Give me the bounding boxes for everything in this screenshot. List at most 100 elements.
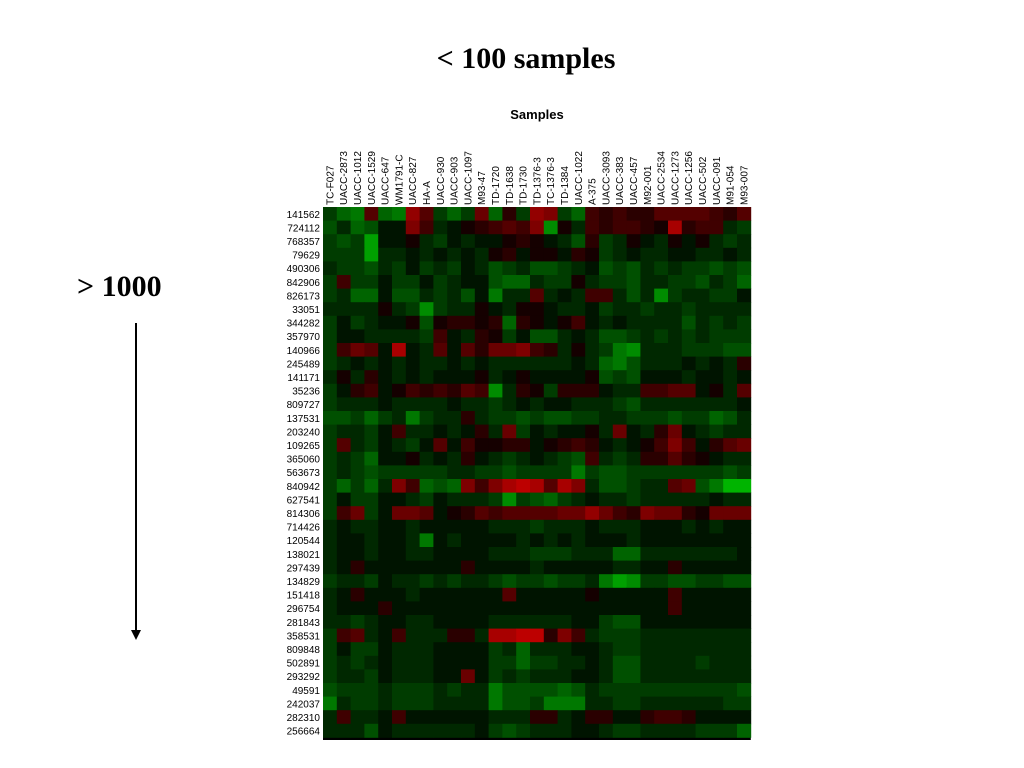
heatmap-cell bbox=[378, 261, 393, 276]
heatmap-cell bbox=[488, 560, 503, 575]
heatmap-cell bbox=[543, 465, 558, 480]
heatmap-cell bbox=[723, 479, 738, 493]
heatmap-cell bbox=[543, 424, 558, 439]
heatmap-cell bbox=[585, 424, 600, 439]
heatmap-cell bbox=[723, 220, 738, 235]
heatmap-cell bbox=[488, 642, 503, 657]
heatmap-cell bbox=[612, 669, 627, 684]
heatmap-cell bbox=[378, 411, 393, 425]
heatmap-cell bbox=[461, 547, 476, 561]
heatmap-cell bbox=[681, 424, 696, 439]
heatmap-cell bbox=[709, 465, 724, 480]
heatmap-cell bbox=[626, 669, 641, 684]
heatmap-cell bbox=[737, 574, 752, 589]
heatmap-cell bbox=[612, 533, 627, 548]
heatmap-cell bbox=[447, 628, 462, 643]
heatmap-cell bbox=[378, 451, 393, 466]
heatmap-cell bbox=[488, 220, 503, 235]
heatmap-cell bbox=[557, 207, 572, 221]
heatmap-cell bbox=[709, 628, 724, 643]
heatmap-cell bbox=[640, 329, 655, 344]
heatmap-cell bbox=[488, 261, 503, 276]
heatmap-cell bbox=[737, 696, 752, 711]
heatmap-cell bbox=[681, 465, 696, 480]
row-label: 490306 bbox=[287, 264, 321, 275]
heatmap-cell bbox=[723, 329, 738, 344]
heatmap-cell bbox=[378, 356, 393, 371]
heatmap-cell bbox=[433, 492, 448, 507]
heatmap-cell bbox=[433, 642, 448, 657]
heatmap-cell bbox=[378, 438, 393, 453]
heatmap-cell bbox=[626, 424, 641, 439]
heatmap-cell bbox=[571, 383, 586, 398]
heatmap-cell bbox=[626, 343, 641, 357]
heatmap-cell bbox=[378, 574, 393, 589]
heatmap-cell bbox=[571, 533, 586, 548]
heatmap-cell bbox=[585, 397, 600, 412]
heatmap-cell bbox=[737, 302, 752, 317]
row-label: 297439 bbox=[287, 563, 321, 574]
heatmap-cell bbox=[695, 247, 710, 262]
heatmap-cell bbox=[723, 451, 738, 466]
heatmap-cell bbox=[585, 655, 600, 670]
heatmap-cell bbox=[640, 288, 655, 303]
heatmap-cell bbox=[364, 587, 379, 602]
heatmap-cell bbox=[364, 302, 379, 317]
heatmap-cell bbox=[433, 628, 448, 643]
heatmap-cell bbox=[405, 601, 420, 616]
heatmap-cell bbox=[516, 560, 531, 575]
heatmap-cell bbox=[640, 220, 655, 235]
heatmap-cell bbox=[419, 343, 434, 357]
heatmap-cell bbox=[336, 383, 351, 398]
heatmap-cell bbox=[695, 683, 710, 697]
heatmap-cell bbox=[585, 615, 600, 629]
heatmap-cell bbox=[530, 343, 545, 357]
heatmap-cell bbox=[461, 438, 476, 453]
heatmap-cell bbox=[447, 247, 462, 262]
heatmap-cell bbox=[419, 655, 434, 670]
heatmap-cell bbox=[654, 547, 669, 561]
heatmap-cell bbox=[709, 479, 724, 493]
heatmap-cell bbox=[447, 560, 462, 575]
heatmap-cell bbox=[626, 247, 641, 262]
heatmap-cell bbox=[419, 383, 434, 398]
heatmap-cell bbox=[612, 574, 627, 589]
heatmap-cell bbox=[516, 343, 531, 357]
heatmap-cell bbox=[419, 220, 434, 235]
heatmap-cell bbox=[530, 574, 545, 589]
heatmap-cell bbox=[681, 411, 696, 425]
heatmap-cell bbox=[612, 601, 627, 616]
heatmap-cell bbox=[447, 669, 462, 684]
heatmap-cell bbox=[336, 723, 351, 738]
heatmap-cell bbox=[336, 533, 351, 548]
heatmap-cell bbox=[543, 247, 558, 262]
heatmap-cell bbox=[336, 261, 351, 276]
heatmap-cell bbox=[488, 669, 503, 684]
heatmap-cell bbox=[681, 356, 696, 371]
heatmap-cell bbox=[668, 207, 683, 221]
heatmap-cell bbox=[419, 519, 434, 534]
heatmap-cell bbox=[557, 370, 572, 385]
column-label: UACC-1012 bbox=[353, 151, 364, 205]
heatmap-cell bbox=[461, 234, 476, 249]
heatmap-cell bbox=[405, 288, 420, 303]
column-label: M93-47 bbox=[477, 171, 488, 205]
heatmap-cell bbox=[695, 329, 710, 344]
heatmap-cell bbox=[405, 207, 420, 221]
column-label: UACC-091 bbox=[712, 156, 723, 205]
heatmap-cell bbox=[364, 560, 379, 575]
heatmap-cell bbox=[364, 519, 379, 534]
heatmap-cell bbox=[405, 560, 420, 575]
heatmap-cell bbox=[543, 601, 558, 616]
heatmap-cell bbox=[474, 560, 489, 575]
heatmap-cell bbox=[488, 479, 503, 493]
heatmap-cell bbox=[364, 683, 379, 697]
heatmap-cell bbox=[350, 683, 365, 697]
heatmap-cell bbox=[737, 547, 752, 561]
heatmap-cell bbox=[364, 723, 379, 738]
heatmap-cell bbox=[336, 655, 351, 670]
heatmap-cell bbox=[433, 574, 448, 589]
heatmap-cell bbox=[737, 587, 752, 602]
heatmap-cell bbox=[378, 615, 393, 629]
heatmap-cell bbox=[709, 683, 724, 697]
